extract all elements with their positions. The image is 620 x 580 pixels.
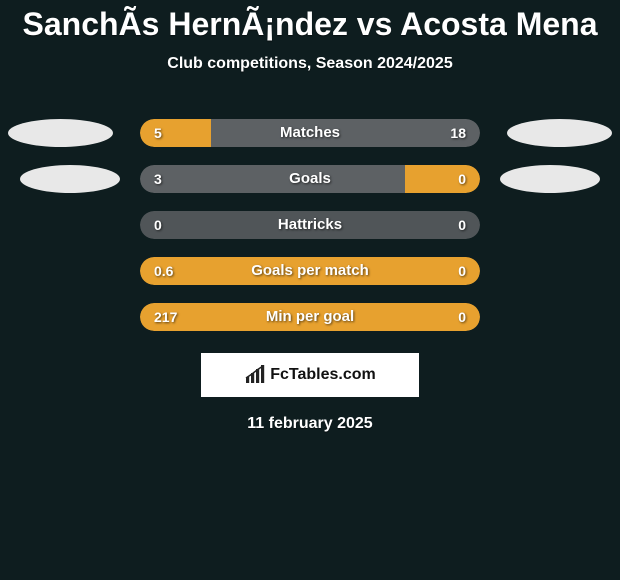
subtitle: Club competitions, Season 2024/2025: [0, 55, 620, 73]
date-text: 11 february 2025: [0, 415, 620, 433]
player-marker-right: [500, 165, 600, 193]
stat-bar: 0.60Goals per match: [140, 257, 480, 285]
brand-text: FcTables.com: [270, 366, 376, 384]
stat-value-left: 3: [140, 165, 176, 193]
stat-rows: 518Matches30Goals00Hattricks0.60Goals pe…: [0, 109, 620, 339]
stat-value-right: 0: [444, 211, 480, 239]
stat-row: 518Matches: [0, 109, 620, 155]
stat-row: 00Hattricks: [0, 201, 620, 247]
stat-row: 0.60Goals per match: [0, 247, 620, 293]
stat-value-right: 18: [436, 119, 480, 147]
stat-bar: 2170Min per goal: [140, 303, 480, 331]
player-marker-right: [507, 119, 612, 147]
player-marker-left: [20, 165, 120, 193]
stat-value-left: 0: [140, 211, 176, 239]
stat-value-right: 0: [444, 303, 480, 331]
bar-segment: [140, 257, 480, 285]
brand-box: FcTables.com: [201, 353, 419, 397]
stat-value-left: 5: [140, 119, 176, 147]
brand-chart-icon: [244, 365, 268, 385]
page-title: SanchÃ­s HernÃ¡ndez vs Acosta Mena: [20, 6, 600, 43]
bar-segment-left: [140, 165, 405, 193]
player-marker-left: [8, 119, 113, 147]
stat-bar: 00Hattricks: [140, 211, 480, 239]
bar-segment: [140, 211, 480, 239]
stat-value-right: 0: [444, 165, 480, 193]
stat-row: 2170Min per goal: [0, 293, 620, 339]
comparison-infographic: SanchÃ­s HernÃ¡ndez vs Acosta Mena Club …: [0, 0, 620, 580]
stat-bar: 518Matches: [140, 119, 480, 147]
stat-value-left: 0.6: [140, 257, 187, 285]
stat-value-right: 0: [444, 257, 480, 285]
stat-bar: 30Goals: [140, 165, 480, 193]
stat-row: 30Goals: [0, 155, 620, 201]
stat-value-left: 217: [140, 303, 191, 331]
